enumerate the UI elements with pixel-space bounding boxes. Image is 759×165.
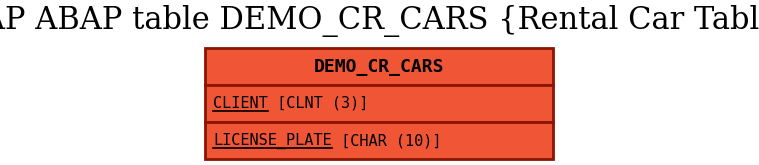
Bar [205,122,553,159]
Bar [205,48,553,85]
Text: [CHAR (10)]: [CHAR (10)] [332,133,441,148]
Text: LICENSE_PLATE: LICENSE_PLATE [213,132,332,149]
Text: DEMO_CR_CARS: DEMO_CR_CARS [313,57,444,76]
Text: [CLNT (3)]: [CLNT (3)] [268,96,368,111]
Text: CLIENT: CLIENT [213,96,268,111]
Text: SAP ABAP table DEMO_CR_CARS {Rental Car Table}: SAP ABAP table DEMO_CR_CARS {Rental Car … [0,5,759,37]
Bar [205,85,553,122]
